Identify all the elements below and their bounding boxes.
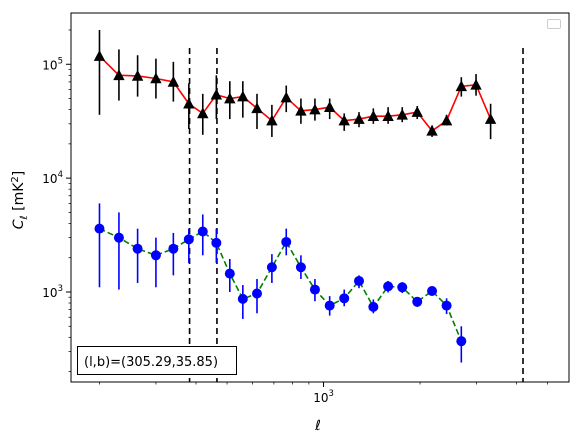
series-1-point-1 <box>93 50 106 61</box>
series-2-point-16 <box>324 300 335 311</box>
series-1-point-25 <box>455 80 468 92</box>
y-tick-label-1: 103 <box>42 284 63 300</box>
annotation-text: (l,b)=(305.29,35.85) <box>84 355 218 370</box>
series-1-point-12 <box>266 114 278 126</box>
series-2-point-9 <box>224 268 235 279</box>
series-1-point-11 <box>251 102 263 114</box>
series-2-point-19 <box>368 301 379 312</box>
y-axis-label-sub: ℓ <box>19 215 30 219</box>
x-axis-label: ℓ <box>314 418 321 434</box>
series-2-point-1 <box>94 223 105 234</box>
x-tick-label-1: 103 <box>313 389 334 405</box>
series-2-point-20 <box>383 281 394 292</box>
series-1-point-9 <box>224 92 236 104</box>
series-1-point-24 <box>440 114 453 126</box>
series-1-point-20 <box>382 110 394 121</box>
series-1-point-13 <box>280 91 292 103</box>
series-1-point-2 <box>113 69 125 81</box>
series-1-point-26 <box>470 78 482 90</box>
series-1-point-4 <box>150 72 162 84</box>
series-1-point-19 <box>367 110 380 121</box>
series-2-point-14 <box>295 262 306 273</box>
series-1-point-23 <box>426 124 438 136</box>
series-1-point-18 <box>353 113 365 124</box>
series-1 <box>93 29 497 140</box>
series-1-point-16 <box>323 101 336 112</box>
series-2-point-5 <box>168 243 179 254</box>
series-2-point-17 <box>339 293 350 304</box>
y-axis-label-unit-post: ] <box>11 171 27 176</box>
series-2-point-4 <box>150 250 161 261</box>
annotation-box <box>77 346 237 375</box>
series-2-point-7 <box>197 226 208 237</box>
series-1-point-10 <box>237 90 249 102</box>
series-2-point-10 <box>237 293 248 304</box>
series-1-point-8 <box>210 88 223 100</box>
plot-area <box>93 29 524 382</box>
series-1-point-17 <box>338 114 350 126</box>
series-2-point-24 <box>441 300 452 311</box>
y-tick-label-3: 105 <box>42 56 63 72</box>
series-2-point-12 <box>266 262 277 273</box>
series-1-point-7 <box>197 107 209 119</box>
series-2-point-2 <box>113 232 124 243</box>
series-1-point-21 <box>396 108 408 120</box>
series-1-point-15 <box>309 103 321 115</box>
series-1-point-3 <box>131 69 144 81</box>
series-1-point-6 <box>183 97 195 109</box>
series-2-point-21 <box>397 282 408 293</box>
series-2-point-22 <box>412 296 423 307</box>
legend-box <box>547 19 561 29</box>
series-2-point-6 <box>183 234 194 245</box>
series-2-point-13 <box>281 236 292 247</box>
y-axis-label: Cℓ [mK2] <box>10 171 30 230</box>
series-2-point-15 <box>309 284 320 295</box>
tick-layer: 103 103 104 105 <box>42 29 548 405</box>
series-2 <box>94 203 467 363</box>
y-axis-label-main: C <box>11 219 27 229</box>
series-2-point-3 <box>132 243 143 254</box>
plot-frame <box>70 12 570 383</box>
y-tick-label-2: 104 <box>42 170 63 186</box>
series-1-point-5 <box>167 75 180 87</box>
series-2-point-11 <box>251 288 262 299</box>
series-1-point-14 <box>295 104 307 116</box>
plot-layer <box>93 29 524 382</box>
series-2-point-18 <box>354 275 365 286</box>
series-2-point-25 <box>456 336 467 347</box>
series-2-point-8 <box>211 237 222 248</box>
annotation: (l,b)=(305.29,35.85) <box>77 346 237 375</box>
y-axis-label-unit-sup: 2 <box>10 176 21 182</box>
series-1-point-22 <box>411 106 423 117</box>
y-axis-label-unit-pre: [mK <box>11 182 27 216</box>
series-2-point-23 <box>427 286 438 297</box>
series-1-point-27 <box>484 113 497 124</box>
